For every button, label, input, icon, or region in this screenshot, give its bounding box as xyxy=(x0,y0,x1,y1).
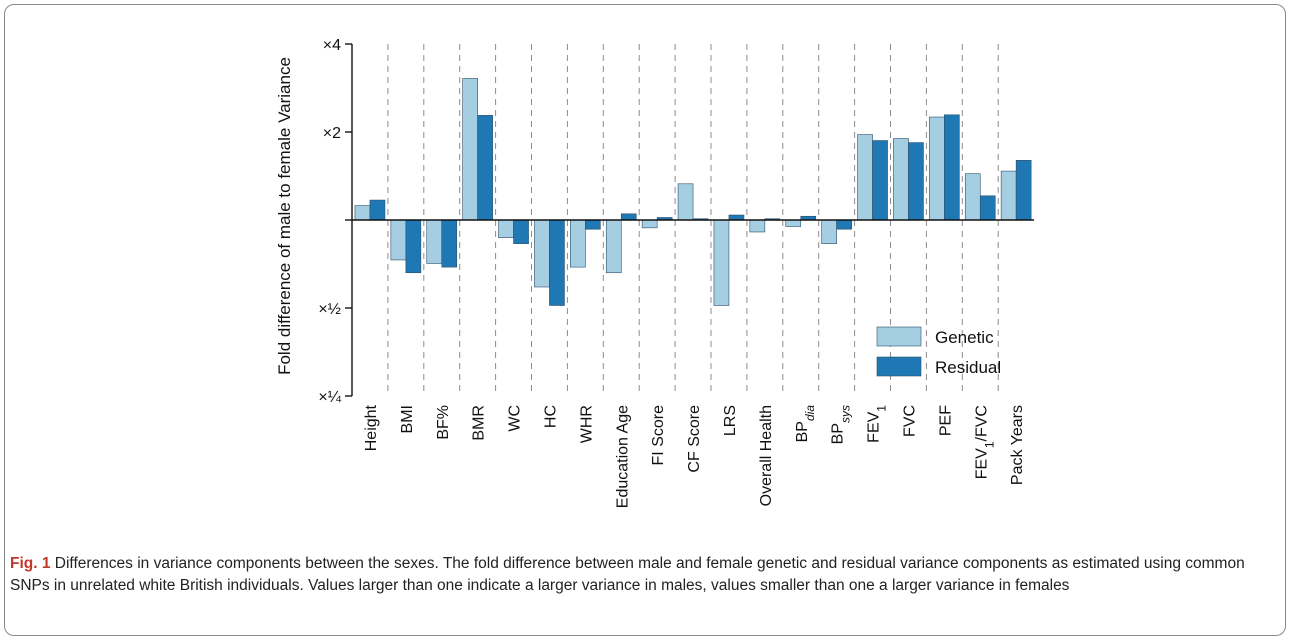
legend: Genetic Residual xyxy=(876,326,1001,377)
bar-genetic-12 xyxy=(785,219,802,227)
x-tick-label: CF Score xyxy=(686,405,703,473)
y-axis: ×¼ ×½ ×2 ×4 xyxy=(318,37,353,406)
bar-genetic-6 xyxy=(570,219,586,268)
bar-genetic-5 xyxy=(534,219,550,288)
bar-residual-15 xyxy=(908,142,924,221)
y-tick-label: ×4 xyxy=(323,37,341,54)
legend-swatch-genetic xyxy=(876,326,922,347)
figure-frame xyxy=(4,4,1286,636)
bar-genetic-13 xyxy=(821,219,837,244)
bar-genetic-4 xyxy=(498,219,514,238)
y-tick-label: ×½ xyxy=(318,301,341,318)
bar-residual-16 xyxy=(944,114,960,221)
bar-residual-0 xyxy=(369,199,386,221)
bar-residual-3 xyxy=(477,115,493,221)
x-tick-label: BPdia xyxy=(794,405,817,443)
bar-residual-18 xyxy=(1015,160,1032,221)
bar-genetic-11 xyxy=(749,219,766,233)
bar-residual-1 xyxy=(405,219,422,274)
figure-caption: Fig. 1 Differences in variance component… xyxy=(10,553,1272,597)
bar-residual-6 xyxy=(585,219,601,230)
legend-label-residual: Residual xyxy=(935,358,1001,377)
x-tick-label: Pack Years xyxy=(1009,405,1026,485)
x-tick-label: FVC xyxy=(901,405,918,437)
x-tick-label: BMI xyxy=(399,405,416,433)
bar-residual-7 xyxy=(620,213,637,221)
figure-caption-text: The fold difference between male and fem… xyxy=(10,555,1245,594)
bar-residual-5 xyxy=(549,219,565,306)
bar-genetic-2 xyxy=(426,219,443,264)
x-tick-label: Overall Health xyxy=(758,405,775,506)
bar-genetic-15 xyxy=(893,138,909,221)
bar-residual-4 xyxy=(513,219,529,244)
bar-residual-2 xyxy=(441,219,458,268)
bar-chart: ×¼ ×½ ×2 ×4 Height BMI BF% BMR WC HC WHR Education… xyxy=(275,37,1035,508)
x-tick-label: Height xyxy=(363,404,380,451)
x-tick-label: BPsys xyxy=(830,405,853,444)
bar-genetic-3 xyxy=(462,78,478,221)
bar-genetic-16 xyxy=(929,116,945,221)
y-axis-label: Fold difference of male to female Varian… xyxy=(275,57,294,375)
x-tick-label: PEF xyxy=(937,405,954,436)
bar-genetic-0 xyxy=(354,205,371,221)
bar-genetic-18 xyxy=(1000,170,1017,221)
x-tick-label: FEV1 xyxy=(866,405,889,443)
y-tick-label: ×2 xyxy=(323,125,341,142)
bar-genetic-7 xyxy=(605,219,622,274)
bar-genetic-10 xyxy=(713,219,730,306)
x-tick-label: WHR xyxy=(578,405,595,443)
figure-title: Differences in variance components betwe… xyxy=(54,555,439,572)
figure-label: Fig. 1 xyxy=(10,555,51,572)
bar-residual-13 xyxy=(836,219,852,230)
legend-label-genetic: Genetic xyxy=(935,328,994,347)
bar-genetic-17 xyxy=(964,173,981,221)
y-tick-label: ×¼ xyxy=(318,389,341,406)
x-tick-label: FI Score xyxy=(650,405,667,466)
bar-genetic-14 xyxy=(857,134,873,221)
bars xyxy=(354,78,1032,306)
bar-residual-17 xyxy=(979,195,996,221)
bar-residual-14 xyxy=(872,140,888,221)
x-tick-label: HC xyxy=(542,405,559,428)
legend-swatch-residual xyxy=(876,356,922,377)
x-tick-label: BF% xyxy=(435,405,452,440)
bar-genetic-1 xyxy=(390,219,407,261)
x-tick-label: Education Age xyxy=(614,405,631,508)
x-tick-label: WC xyxy=(507,405,524,432)
bar-genetic-8 xyxy=(641,219,658,229)
x-tick-label: LRS xyxy=(722,405,739,436)
bar-genetic-9 xyxy=(677,183,694,221)
x-tick-label: BMR xyxy=(471,405,488,441)
x-labels: Height BMI BF% BMR WC HC WHR Education Age FI Sc… xyxy=(363,404,1026,508)
x-tick-label: FEV1/FVC xyxy=(973,405,996,479)
